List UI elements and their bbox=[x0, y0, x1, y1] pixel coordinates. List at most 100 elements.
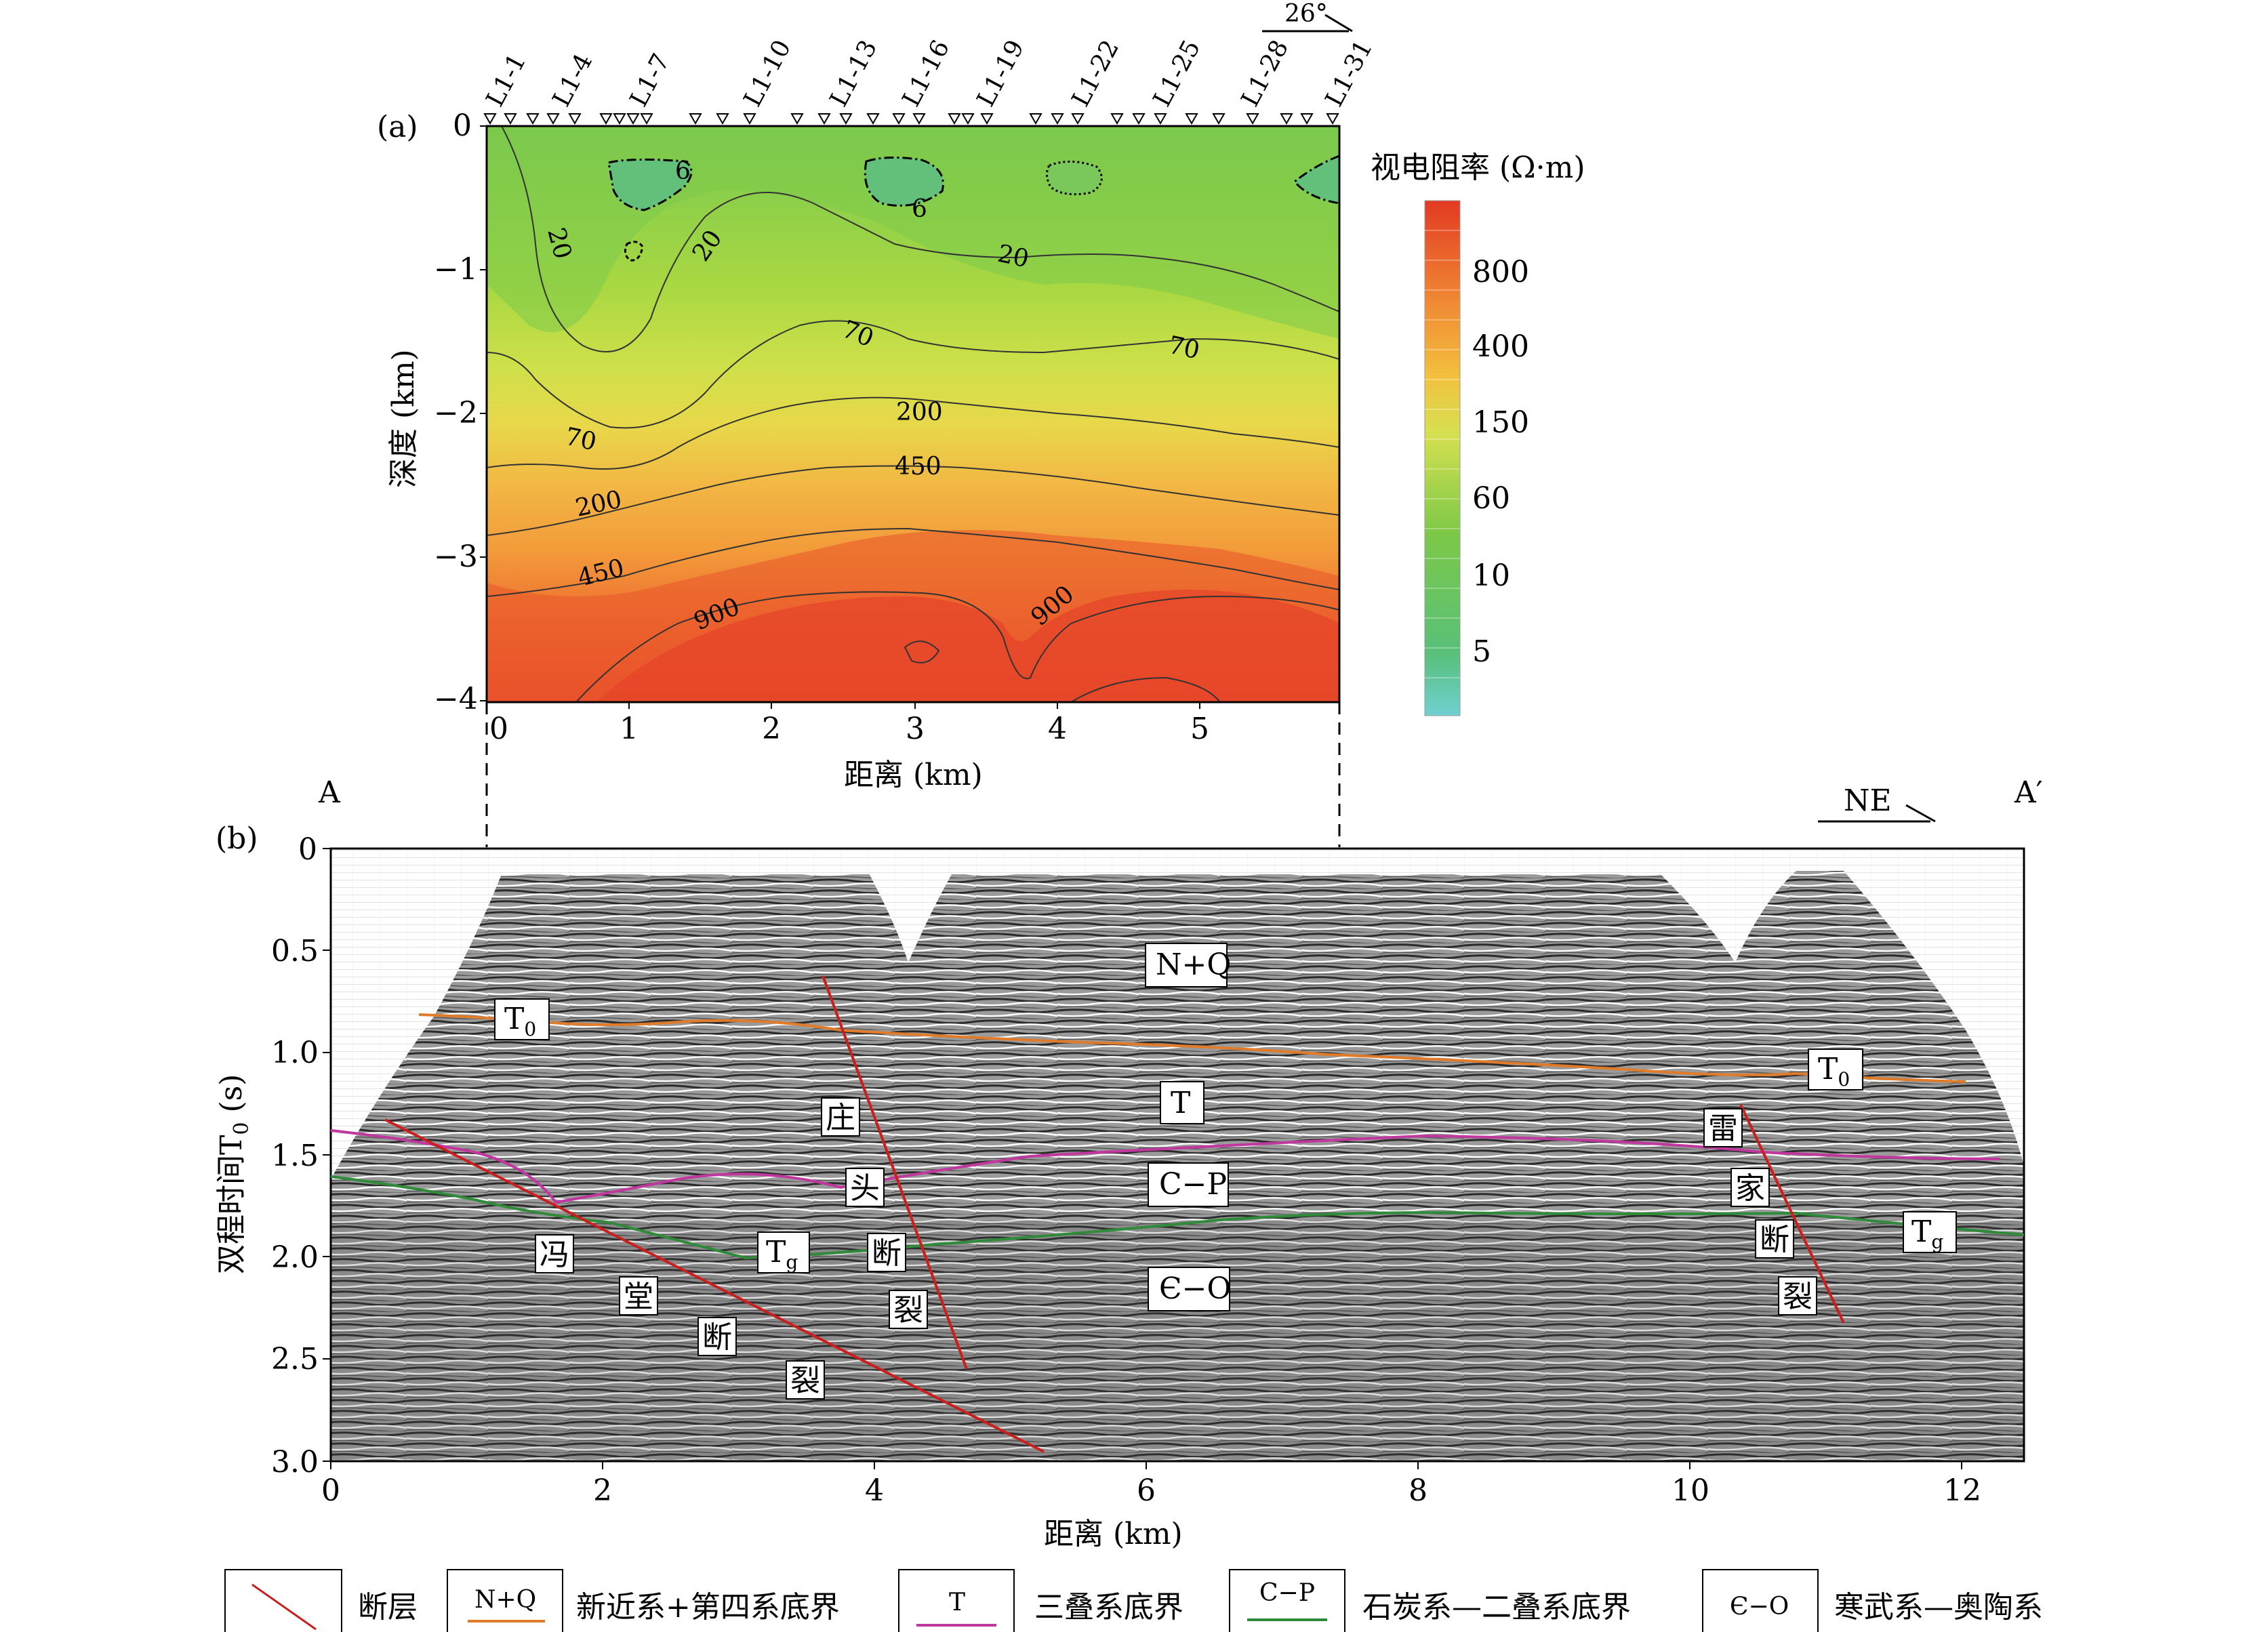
x-tick: 0 bbox=[321, 1473, 340, 1508]
x-tick: 12 bbox=[1943, 1473, 1981, 1508]
unit-label-co-box bbox=[1148, 1267, 1230, 1311]
x-tick: 6 bbox=[1137, 1473, 1156, 1508]
fault-label-char: 家 bbox=[1735, 1171, 1765, 1206]
station-label: L1-1 bbox=[481, 49, 532, 112]
x-tick: 3 bbox=[906, 712, 925, 746]
orientation-angle: 26° bbox=[1284, 0, 1328, 28]
station-label: L1-4 bbox=[548, 49, 599, 112]
x-tick: 2 bbox=[593, 1473, 612, 1508]
legend-text: 新近系+第四系底界 bbox=[576, 1590, 840, 1625]
contour-label: 20 bbox=[995, 240, 1031, 274]
fault-label-char: 断 bbox=[872, 1236, 902, 1271]
x-axis-title: 距离 (km) bbox=[844, 758, 983, 792]
unit-label-nq: N+Q bbox=[1156, 947, 1231, 982]
fault-label-char: 雷 bbox=[1708, 1111, 1738, 1146]
station-label: L1-7 bbox=[625, 49, 676, 112]
x-tick: 2 bbox=[762, 712, 781, 746]
colorbar-tick: 10 bbox=[1472, 558, 1510, 593]
station-labels: L1-1 L1-4 L1-7 L1-10 L1-13 L1-16 L1-19 L… bbox=[481, 35, 1378, 111]
x-tick: 8 bbox=[1409, 1473, 1427, 1508]
legend: 断层 N+Q 新近系+第四系底界 T 三叠系底界 C−P 石炭系—二叠系底界 Є… bbox=[224, 1569, 2043, 1632]
horizon-t0 bbox=[418, 1013, 1966, 1083]
fault-label-char: 头 bbox=[850, 1171, 880, 1206]
unit-label-t: T bbox=[1171, 1086, 1190, 1120]
horizon-tg bbox=[330, 1175, 2025, 1260]
x-tick: 10 bbox=[1672, 1473, 1709, 1508]
legend-co-box bbox=[1702, 1569, 1819, 1632]
station-label: L1-31 bbox=[1320, 35, 1378, 111]
station-label: L1-25 bbox=[1148, 35, 1206, 111]
y-axis-title: 深度 (km) bbox=[386, 349, 421, 488]
legend-fault-line bbox=[251, 1583, 317, 1631]
direction-label: NE bbox=[1844, 783, 1892, 818]
horizon-t0-sub-right: 0 bbox=[1838, 1068, 1850, 1090]
y-tick: −3 bbox=[434, 539, 478, 574]
y-tick: 0.5 bbox=[271, 934, 319, 968]
contour-label: 6 bbox=[912, 195, 927, 223]
colorbar-tick: 5 bbox=[1472, 634, 1491, 669]
fault-labels: 冯 堂 断 裂 庄 头 断 裂 雷 家 断 裂 bbox=[535, 1097, 1817, 1400]
station-label: L1-13 bbox=[825, 35, 883, 111]
station-label: L1-28 bbox=[1236, 35, 1294, 111]
y-axis-title: 双程时间T0 (s) bbox=[214, 1074, 254, 1274]
y-tick: −2 bbox=[434, 396, 478, 430]
unit-label-t-box bbox=[1160, 1081, 1204, 1124]
y-axis-title-unit: (s) bbox=[214, 1074, 249, 1122]
horizon-tg-sub-right: g bbox=[1931, 1231, 1943, 1253]
unit-label-cp-box bbox=[1148, 1162, 1229, 1207]
y-tick: 1.0 bbox=[271, 1036, 319, 1070]
legend-symbol: T bbox=[949, 1589, 965, 1616]
panel-a-label: (a) bbox=[377, 110, 418, 144]
station-label: L1-19 bbox=[972, 35, 1030, 111]
colorbar-tick: 800 bbox=[1472, 255, 1529, 289]
horizon-t0-sub: 0 bbox=[524, 1018, 536, 1040]
unit-label-co: Є−O bbox=[1159, 1271, 1232, 1306]
colorbar-tick: 60 bbox=[1472, 481, 1510, 516]
colorbar-title: 视电阻率 (Ω·m) bbox=[1371, 150, 1585, 185]
unit-label-nq-box bbox=[1145, 943, 1228, 987]
panel-b-label: (b) bbox=[216, 821, 258, 856]
station-label: L1-22 bbox=[1067, 35, 1125, 111]
panel-b-x-axis: 0 2 4 6 8 10 12 距离 (km) bbox=[321, 1461, 1981, 1551]
svg-text:T0: T0 bbox=[504, 1002, 536, 1040]
unit-label-cp: C−P bbox=[1159, 1167, 1227, 1202]
panel-a-x-axis: 0 1 2 3 4 5 距离 (km) bbox=[486, 702, 1209, 792]
station-label: L1-10 bbox=[739, 35, 796, 111]
legend-text: 三叠系底界 bbox=[1034, 1590, 1183, 1625]
seismic-section bbox=[331, 849, 2024, 1461]
legend-text: 石炭系—二叠系底界 bbox=[1362, 1590, 1631, 1625]
station-markers bbox=[483, 113, 1339, 125]
fault-label-char: 裂 bbox=[893, 1293, 923, 1328]
fault-fengtang bbox=[384, 1118, 1045, 1453]
y-tick: 0 bbox=[453, 108, 472, 143]
fault-label-char: 断 bbox=[702, 1320, 732, 1355]
station-label: L1-16 bbox=[897, 35, 955, 111]
resistivity-section bbox=[487, 126, 1339, 702]
x-tick: 5 bbox=[1190, 712, 1209, 746]
contour-label: 70 bbox=[1166, 331, 1202, 365]
panel-b-y-axis: 0 0.5 1.0 1.5 2.0 2.5 3.0 双程时间T0 (s) bbox=[214, 832, 331, 1480]
horizon-tg-label: T bbox=[766, 1235, 786, 1269]
horizons bbox=[330, 1013, 2025, 1260]
fault-label-char: 庄 bbox=[826, 1101, 855, 1135]
horizon-labels: T0 T0 Tg Tg bbox=[494, 998, 1957, 1273]
svg-text:T0: T0 bbox=[1818, 1052, 1850, 1090]
contour-label: 6 bbox=[675, 157, 691, 185]
horizon-tg-sub: g bbox=[786, 1251, 798, 1273]
contour-label: 70 bbox=[563, 423, 599, 457]
y-tick: 3.0 bbox=[271, 1445, 319, 1480]
fault-zhuangtou bbox=[822, 975, 968, 1370]
horizon-t0-label: T bbox=[504, 1002, 524, 1036]
legend-text: 寒武系—奥陶系 bbox=[1834, 1590, 2043, 1625]
colorbar: 视电阻率 (Ω·m) 800 400 150 60 10 5 bbox=[1371, 150, 1585, 716]
profile-end: A′ bbox=[2014, 775, 2043, 810]
panel-a-y-axis: 0 −1 −2 −3 −4 深度 (km) bbox=[386, 108, 487, 716]
svg-text:Tg: Tg bbox=[1911, 1215, 1943, 1253]
x-tick: 1 bbox=[620, 712, 639, 746]
fault-label-char: 堂 bbox=[624, 1280, 653, 1314]
y-tick: 0 bbox=[298, 832, 317, 867]
y-axis-title-sub: 0 bbox=[230, 1122, 254, 1135]
colorbar-tick: 400 bbox=[1472, 329, 1529, 364]
orientation-indicator: 26° bbox=[1262, 0, 1353, 33]
